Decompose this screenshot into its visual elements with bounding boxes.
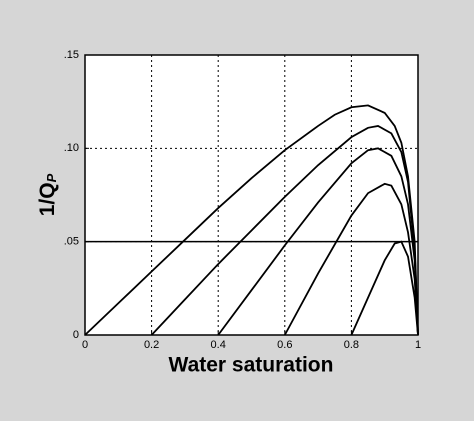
y-tick-label: .15 <box>64 49 79 61</box>
data-line <box>84 104 419 336</box>
y-axis-label-main: 1/Q <box>36 182 59 216</box>
x-axis-label: Water saturation <box>169 354 334 377</box>
x-tick-label: 1 <box>415 339 421 351</box>
data-line <box>217 147 419 336</box>
data-line <box>284 182 419 336</box>
plot-area <box>85 55 418 335</box>
y-axis-label-subscript: P <box>44 173 59 182</box>
data-line <box>150 124 419 336</box>
x-tick-label: 0.8 <box>344 339 359 351</box>
x-tick-label: 0.4 <box>211 339 226 351</box>
plot-frame <box>84 54 419 336</box>
x-tick-label: 0 <box>82 339 88 351</box>
y-tick-label: .10 <box>64 142 79 154</box>
y-tick-label: 0 <box>73 329 79 341</box>
y-axis-label: 1/QP <box>36 173 60 216</box>
x-tick-label: 0.2 <box>144 339 159 351</box>
x-tick-label: 0.6 <box>277 339 292 351</box>
y-tick-label: .05 <box>64 236 79 248</box>
data-line <box>350 240 419 336</box>
